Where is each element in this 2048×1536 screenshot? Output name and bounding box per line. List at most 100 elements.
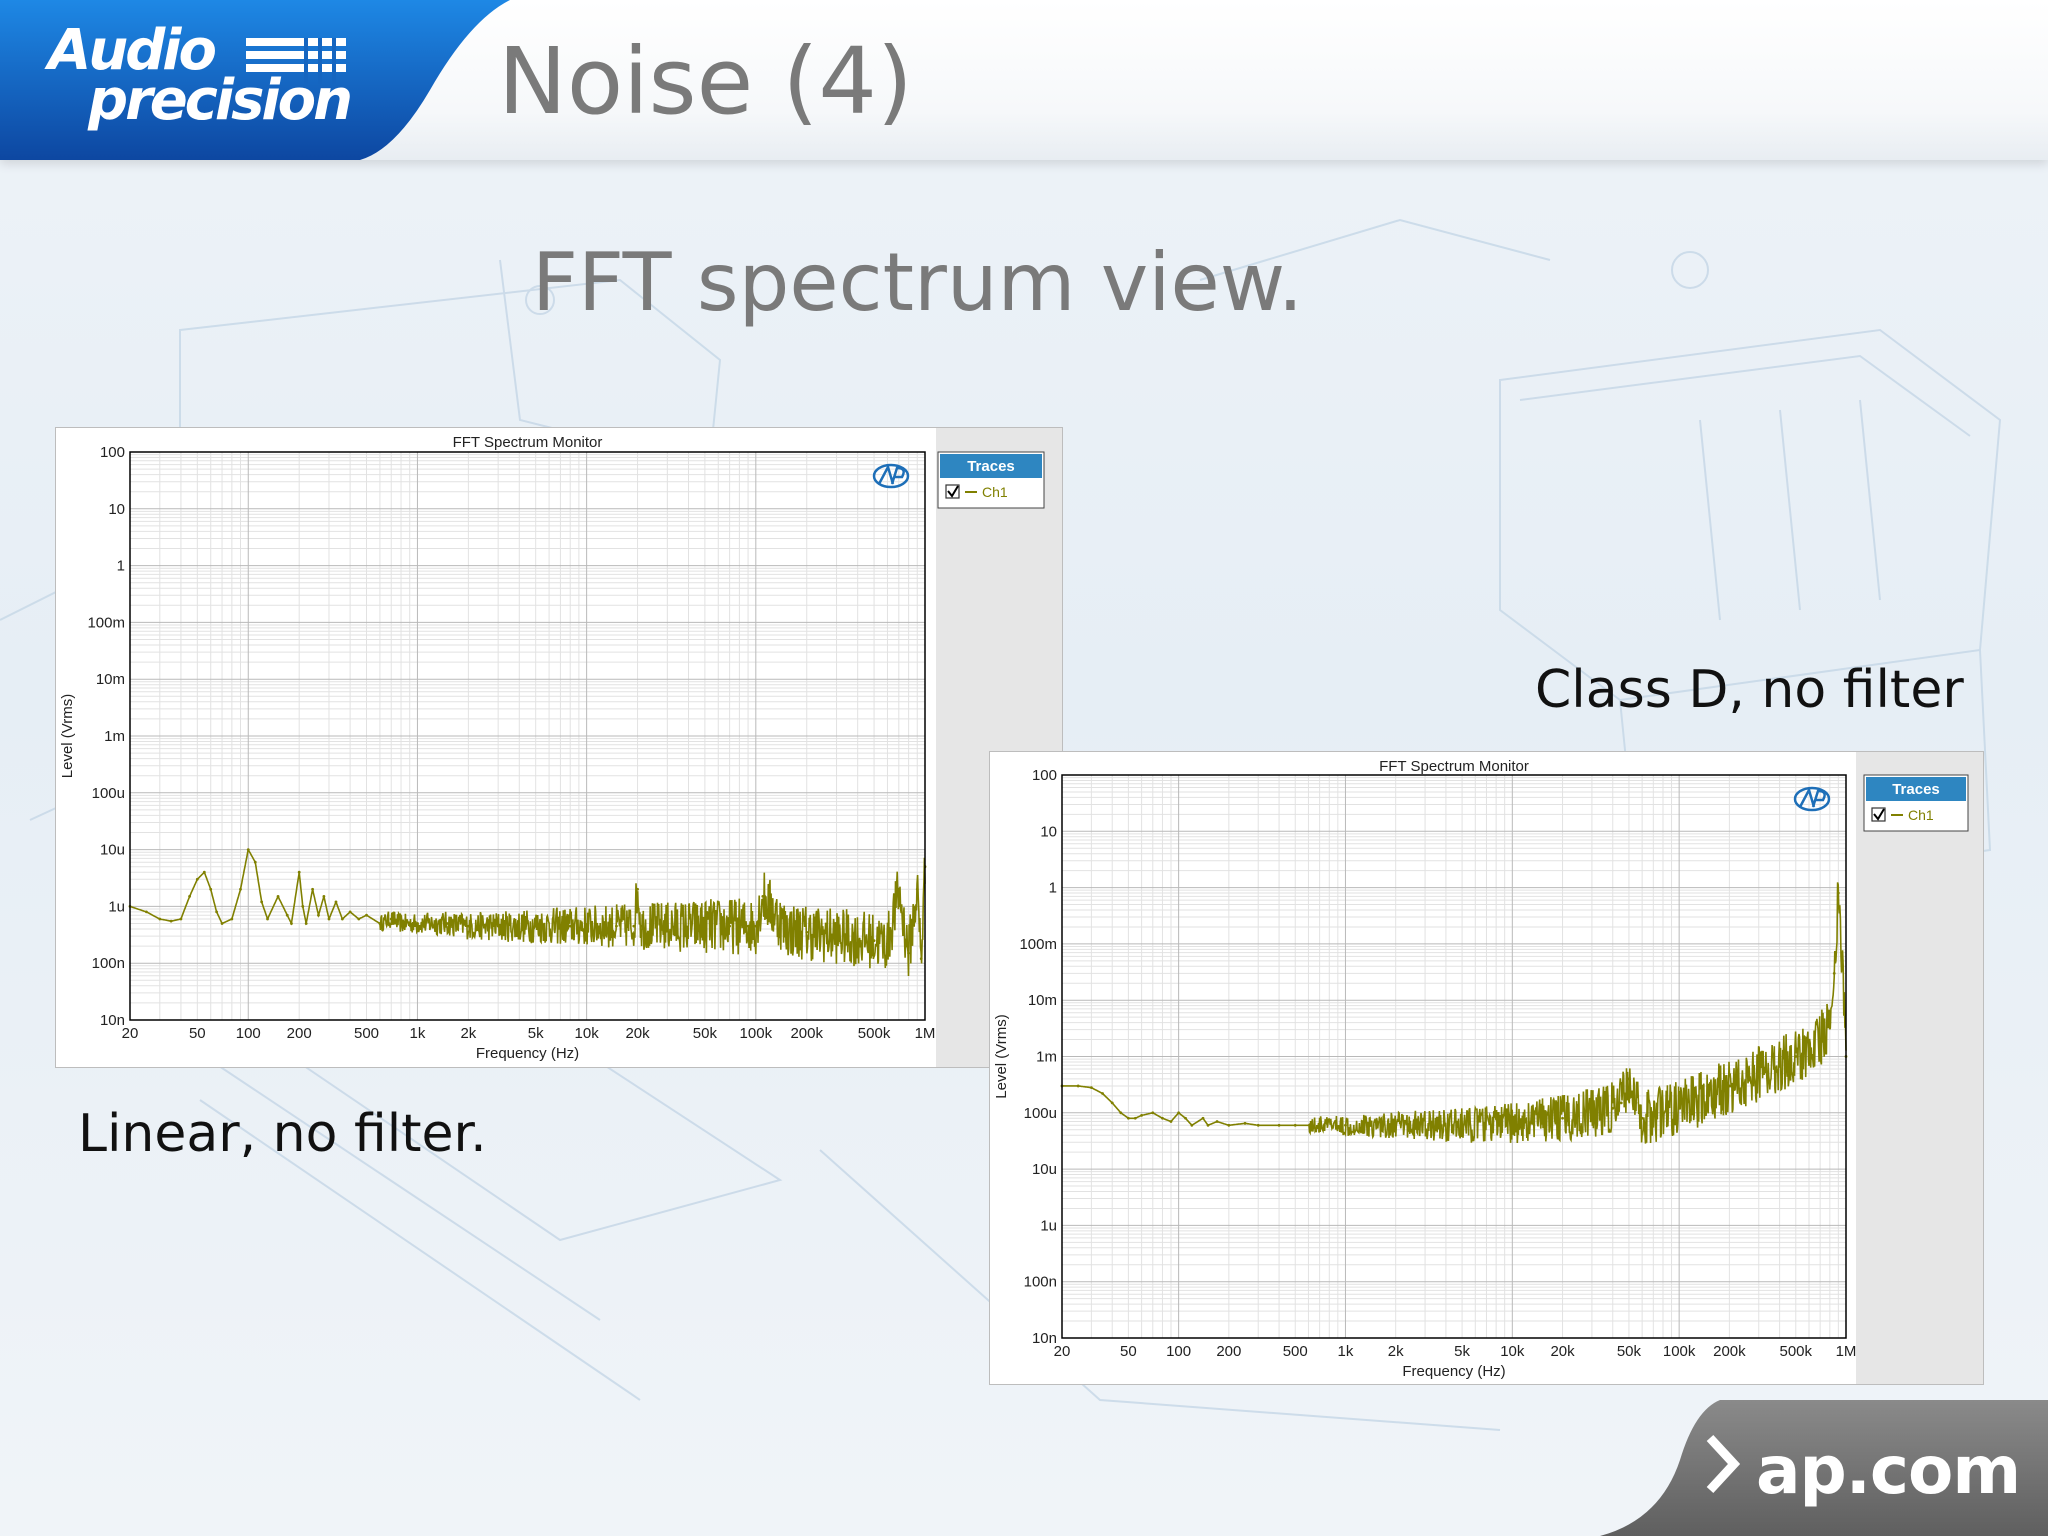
data-point	[334, 900, 338, 904]
y-axis-label: Level (Vrms)	[59, 694, 76, 778]
data-point	[144, 910, 148, 914]
y-tick-label: 10n	[1032, 1330, 1057, 1347]
data-point	[1201, 1116, 1205, 1120]
data-point	[1184, 1116, 1187, 1120]
x-tick-label: 20	[1054, 1343, 1071, 1360]
data-point	[1619, 1101, 1623, 1105]
data-point	[209, 887, 213, 891]
data-point	[1243, 1121, 1247, 1125]
x-tick-label: 20k	[1550, 1343, 1575, 1360]
data-point	[1101, 1092, 1104, 1095]
plot-border	[129, 451, 926, 1021]
legend-header	[1866, 777, 1966, 801]
data-point	[357, 917, 361, 921]
data-point	[290, 922, 293, 925]
data-point	[1394, 1123, 1398, 1127]
x-tick-label: 1k	[1338, 1343, 1354, 1360]
y-tick-label: 1m	[104, 728, 125, 745]
data-point	[1140, 1113, 1144, 1117]
slide-subtitle: FFT spectrum view.	[532, 236, 1304, 329]
x-tick-label: 10k	[575, 1025, 600, 1042]
data-point	[1318, 1123, 1322, 1127]
data-point	[1190, 1123, 1194, 1127]
data-point	[1277, 1123, 1281, 1127]
x-tick-label: 200k	[790, 1025, 823, 1042]
data-point	[1627, 1077, 1631, 1081]
footer-badge	[1600, 1400, 2048, 1536]
x-tick-label: 50k	[693, 1025, 718, 1042]
chart-title: FFT Spectrum Monitor	[1379, 758, 1529, 775]
data-point	[304, 922, 308, 925]
trace-ch1	[129, 849, 926, 977]
major-grid	[1062, 774, 1847, 1339]
y-tick-label: 100n	[92, 955, 125, 972]
data-point	[311, 887, 314, 891]
data-point	[348, 910, 352, 914]
legend-title: Traces	[967, 458, 1015, 475]
data-point	[416, 922, 419, 925]
data-point	[1293, 1123, 1297, 1127]
data-point	[266, 917, 269, 921]
data-point	[897, 890, 901, 894]
footer-link[interactable]: ap.com	[1700, 1432, 2021, 1509]
data-point	[1510, 1121, 1514, 1125]
data-point	[1640, 1116, 1644, 1120]
data-point	[239, 887, 242, 891]
x-tick-label: 10k	[1500, 1343, 1525, 1360]
x-tick-label: 20k	[625, 1025, 650, 1042]
y-tick-label: 1u	[1040, 1217, 1057, 1234]
data-point	[260, 900, 264, 904]
caption-class-d: Class D, no filter	[1535, 660, 1964, 720]
data-point	[253, 860, 257, 864]
x-tick-label: 2k	[1388, 1343, 1404, 1360]
data-point	[327, 917, 331, 921]
data-point	[907, 951, 911, 955]
logo-line-1: Audio	[48, 18, 217, 83]
y-tick-label: 1	[117, 558, 125, 575]
data-point	[1828, 1021, 1832, 1025]
data-point	[158, 917, 162, 921]
data-point	[1634, 1101, 1638, 1105]
logo-line-2: precision	[88, 68, 353, 133]
y-tick-label: 10m	[96, 671, 125, 688]
data-point	[636, 887, 639, 891]
x-tick-label: 1k	[410, 1025, 426, 1042]
legend: Traces Ch1	[937, 451, 1045, 509]
x-tick-label: 2k	[460, 1025, 476, 1042]
y-tick-label: 10	[1040, 823, 1057, 840]
x-tick-label: 100k	[740, 1025, 773, 1042]
chevron-right-icon	[1706, 1434, 1740, 1494]
check-icon	[947, 485, 959, 498]
data-point	[1677, 1106, 1681, 1110]
chart-linear: FFT Spectrum Monitor 20 50 100 200 500 1k 2k 5k 1…	[59, 428, 1062, 1067]
chart-title: FFT Spectrum Monitor	[453, 434, 603, 451]
ap-badge-ring	[1793, 786, 1831, 812]
data-point	[1119, 1111, 1123, 1115]
trace-ch1-points	[128, 848, 927, 961]
data-point	[1840, 959, 1844, 963]
x-tick-label: 100k	[1663, 1343, 1696, 1360]
check-icon	[1873, 808, 1885, 821]
data-point	[365, 913, 368, 917]
data-point	[399, 922, 403, 925]
data-point	[1832, 971, 1836, 975]
data-point	[1794, 1055, 1798, 1058]
data-point	[1206, 1123, 1210, 1127]
ap-badge-icon	[1793, 786, 1831, 812]
data-point	[220, 922, 224, 925]
data-point	[1110, 1101, 1114, 1105]
data-point	[1590, 1111, 1594, 1115]
x-tick-label: 20	[122, 1025, 139, 1042]
data-point	[276, 894, 280, 898]
data-point	[340, 917, 344, 921]
data-point	[728, 924, 732, 928]
logo-bars-icon	[246, 38, 346, 84]
data-point	[169, 919, 173, 923]
data-point	[665, 924, 669, 928]
data-point	[1561, 1116, 1564, 1120]
x-tick-label: 1M	[915, 1025, 936, 1042]
y-tick-label: 10u	[1032, 1161, 1057, 1178]
x-tick-label: 500k	[858, 1025, 891, 1042]
ap-badge-letters	[1798, 786, 1826, 808]
x-tick-label: 500	[354, 1025, 379, 1042]
